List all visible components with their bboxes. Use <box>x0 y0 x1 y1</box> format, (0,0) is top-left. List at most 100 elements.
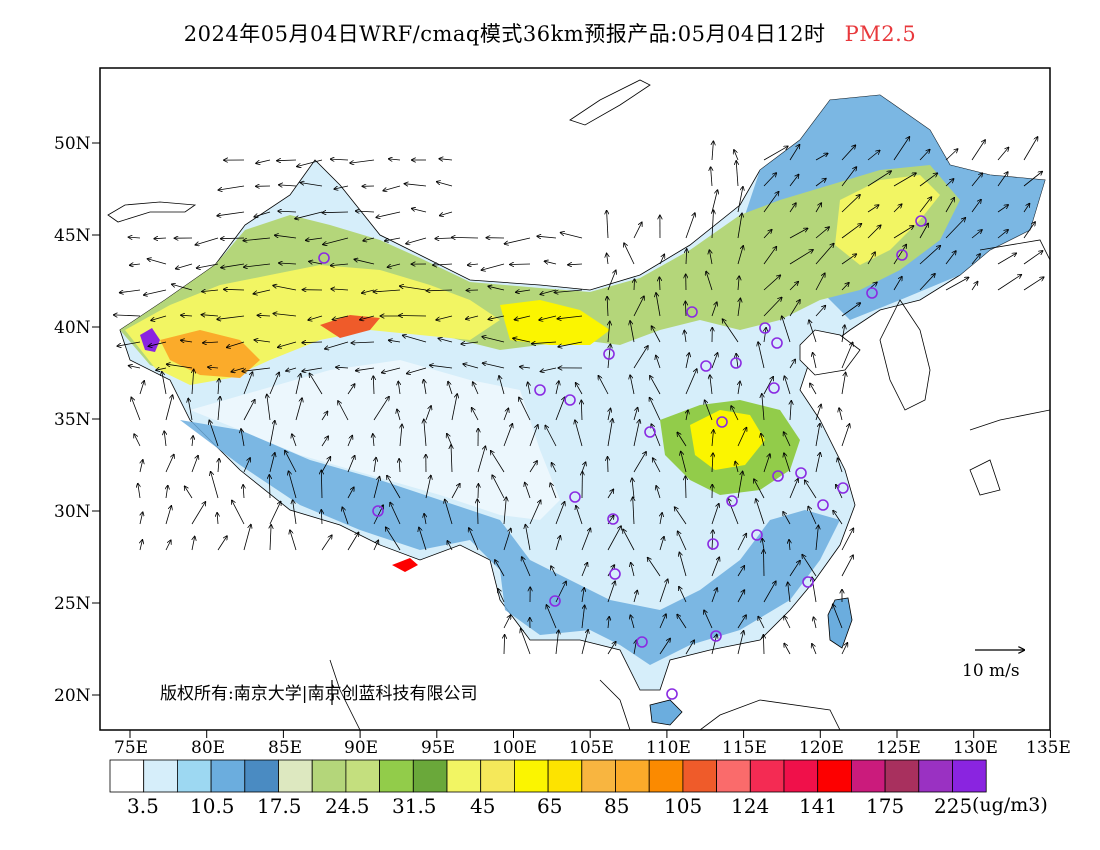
wind-arrow <box>810 383 817 395</box>
wind-arrow <box>581 462 586 473</box>
wind-arrow <box>659 277 660 291</box>
wind-arrow <box>607 254 608 265</box>
wind-arrow <box>289 471 297 499</box>
wind-arrow <box>525 483 531 499</box>
wind-arrow <box>805 480 817 499</box>
wind-arrow <box>427 290 453 291</box>
wind-arrow <box>679 587 687 603</box>
station-marker <box>726 495 738 507</box>
wind-arrow <box>270 525 271 551</box>
lon-label-80e: 80E <box>191 738 226 758</box>
wind-arrow <box>545 261 557 264</box>
wind-arrow <box>185 486 193 499</box>
wind-arrow <box>297 159 323 167</box>
station-marker <box>795 467 807 479</box>
wind-arrow <box>140 460 143 473</box>
wind-arrow <box>552 463 557 473</box>
wind-vectors <box>114 137 1044 655</box>
wind-arrow <box>919 197 931 213</box>
lon-label-95e: 95E <box>421 738 456 758</box>
wind-arrow <box>919 224 928 239</box>
wind-arrow <box>711 504 719 525</box>
colorbar-label: 24.5 <box>325 794 370 818</box>
wind-arrow <box>551 566 557 577</box>
inner-mongolia-yellow <box>500 300 610 345</box>
wind-arrow <box>685 476 686 499</box>
wind-arrow <box>400 425 402 447</box>
wind-arrow <box>633 296 644 317</box>
wind-arrow <box>503 615 511 629</box>
lat-label-35n: 35N <box>54 410 91 430</box>
wind-arrow <box>737 213 742 239</box>
wind-arrow <box>144 289 167 295</box>
station-marker <box>751 529 763 541</box>
wind-arrow <box>347 533 359 551</box>
wind-arrow <box>789 203 796 213</box>
wind-arrow <box>945 179 954 187</box>
wind-arrow <box>607 642 616 655</box>
wind-arrow <box>451 484 460 499</box>
wind-arrow <box>971 282 978 291</box>
colorbar-label: 124 <box>731 794 770 818</box>
wind-arrow <box>631 563 635 577</box>
wind-arrow <box>295 398 302 421</box>
colorbar-swatch <box>446 759 482 793</box>
wind-arrow <box>403 335 427 343</box>
wind-arrow <box>815 306 825 317</box>
colorbar-swatch <box>109 759 145 793</box>
wind-arrow <box>273 314 297 317</box>
station-marker <box>707 538 719 550</box>
lon-label-90e: 90E <box>344 738 379 758</box>
wind-arrow <box>558 341 583 347</box>
wind-arrow <box>269 475 270 499</box>
colorbar-label: 141 <box>799 794 838 818</box>
wind-arrow <box>763 581 776 603</box>
wind-arrow <box>867 205 879 213</box>
wind-arrow <box>581 528 590 551</box>
wind-arrow <box>243 458 250 473</box>
wind-arrow <box>165 395 173 421</box>
wind-arrow <box>675 507 687 525</box>
colorbar-swatch <box>749 759 785 793</box>
wind-arrow <box>789 540 790 551</box>
central-yellow <box>690 410 765 470</box>
wind-arrow <box>120 289 141 293</box>
colorbar-swatch <box>514 759 549 793</box>
wind-arrow <box>399 316 427 317</box>
wind-arrow <box>286 368 297 371</box>
wind-arrow <box>712 430 714 447</box>
wind-arrow <box>633 222 642 239</box>
wind-arrow <box>607 581 615 603</box>
wind-arrow <box>712 530 713 551</box>
lat-label-45n: 45N <box>54 226 91 246</box>
station-marker <box>318 252 330 264</box>
wind-arrow <box>633 408 638 421</box>
wind-arrow <box>867 171 891 187</box>
wind-arrow <box>681 452 687 473</box>
wind-arrow <box>789 561 800 577</box>
wind-arrow <box>893 277 902 291</box>
wind-arrow <box>841 303 860 317</box>
wind-arrow <box>482 337 505 343</box>
wind-arrow <box>815 227 829 239</box>
wind-arrow <box>997 253 1016 265</box>
wind-arrow <box>815 203 821 213</box>
wind-arrow <box>114 315 141 316</box>
wind-arrow <box>241 429 245 447</box>
wind-arrow <box>841 643 847 655</box>
wind-arrow <box>737 631 744 655</box>
wind-arrow <box>333 315 349 320</box>
wind-arrow <box>997 230 1008 239</box>
wind-arrow <box>172 284 193 291</box>
wind-arrow <box>447 541 453 551</box>
wind-arrow <box>463 364 479 369</box>
wind-arrow <box>656 293 661 317</box>
wind-arrow <box>424 514 426 525</box>
wind-arrow <box>971 200 981 213</box>
wind-arrow <box>575 420 583 447</box>
colorbar-swatch <box>547 759 583 793</box>
wind-arrow <box>521 629 531 655</box>
lat-label-50n: 50N <box>54 134 91 154</box>
colorbar-swatch <box>682 759 718 793</box>
wind-arrow <box>945 251 956 265</box>
